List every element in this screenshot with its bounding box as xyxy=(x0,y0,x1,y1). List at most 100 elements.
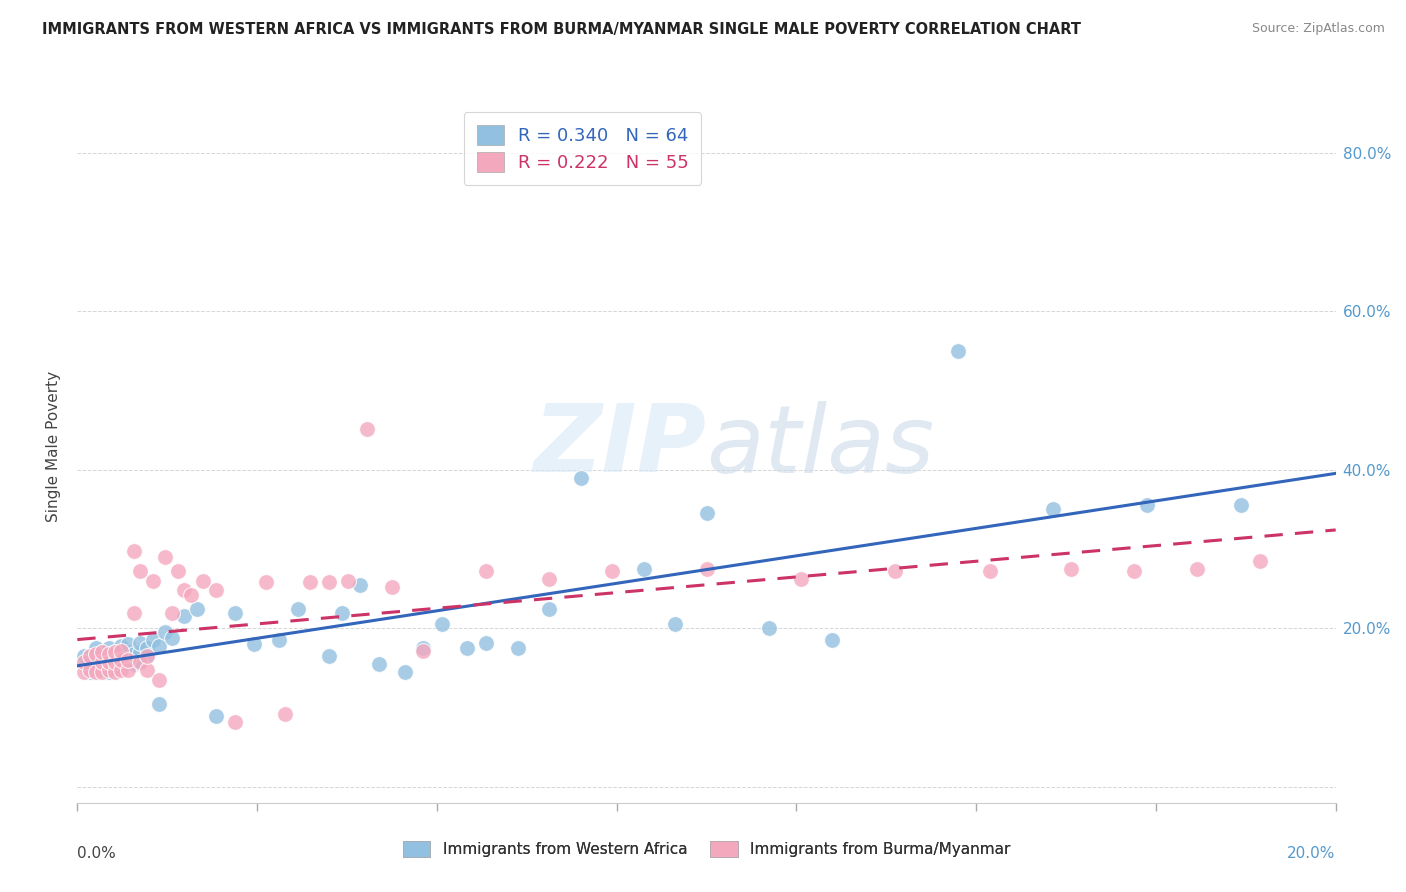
Point xyxy=(97,665,120,679)
Point xyxy=(110,643,132,657)
Point xyxy=(538,601,561,615)
Point xyxy=(173,609,195,624)
Point xyxy=(104,655,127,669)
Point xyxy=(180,588,202,602)
Point xyxy=(948,343,970,358)
Point xyxy=(122,657,145,671)
Point xyxy=(884,564,907,578)
Point xyxy=(84,657,107,671)
Point xyxy=(72,649,94,664)
Point xyxy=(117,663,139,677)
Point xyxy=(1249,554,1271,568)
Point xyxy=(148,697,170,711)
Point xyxy=(129,655,152,669)
Point xyxy=(299,575,322,590)
Point xyxy=(148,639,170,653)
Point xyxy=(1136,499,1159,513)
Point xyxy=(110,653,132,667)
Point xyxy=(475,635,498,649)
Point xyxy=(142,633,165,648)
Point xyxy=(72,657,94,671)
Point xyxy=(432,617,454,632)
Point xyxy=(91,655,114,669)
Point xyxy=(97,641,120,656)
Point xyxy=(122,647,145,661)
Point xyxy=(110,663,132,677)
Point xyxy=(167,564,190,578)
Point xyxy=(381,580,404,594)
Point xyxy=(142,574,165,588)
Point xyxy=(148,673,170,687)
Point xyxy=(84,665,107,679)
Point xyxy=(318,649,340,664)
Point xyxy=(129,564,152,578)
Point xyxy=(84,647,107,661)
Point xyxy=(104,645,127,659)
Point xyxy=(186,601,208,615)
Point xyxy=(110,650,132,665)
Point xyxy=(160,631,183,645)
Point xyxy=(821,633,844,648)
Point xyxy=(84,645,107,659)
Point xyxy=(224,606,246,620)
Point xyxy=(110,657,132,671)
Text: atlas: atlas xyxy=(707,401,935,491)
Point xyxy=(696,507,718,521)
Point xyxy=(79,649,101,664)
Point xyxy=(97,657,120,671)
Point xyxy=(117,653,139,667)
Point xyxy=(91,661,114,675)
Point xyxy=(242,637,264,651)
Point xyxy=(318,575,340,590)
Point xyxy=(204,583,226,598)
Point xyxy=(506,641,529,656)
Point xyxy=(1187,562,1209,576)
Point xyxy=(254,575,277,590)
Point xyxy=(224,714,246,729)
Legend: Immigrants from Western Africa, Immigrants from Burma/Myanmar: Immigrants from Western Africa, Immigran… xyxy=(396,835,1017,863)
Point xyxy=(129,655,152,669)
Point xyxy=(97,663,120,677)
Point xyxy=(287,601,309,615)
Point xyxy=(79,665,101,679)
Point xyxy=(330,606,353,620)
Point xyxy=(790,572,813,586)
Point xyxy=(475,564,498,578)
Point xyxy=(155,625,177,640)
Point xyxy=(122,543,145,558)
Point xyxy=(1042,502,1064,516)
Point xyxy=(979,564,1001,578)
Point xyxy=(91,645,114,659)
Point xyxy=(155,549,177,564)
Point xyxy=(758,621,780,635)
Point xyxy=(336,574,359,588)
Point xyxy=(633,562,655,576)
Point xyxy=(204,708,226,723)
Point xyxy=(1060,562,1083,576)
Point xyxy=(97,647,120,661)
Text: ZIP: ZIP xyxy=(534,400,707,492)
Point xyxy=(84,641,107,656)
Point xyxy=(72,655,94,669)
Point xyxy=(569,471,592,485)
Point xyxy=(110,639,132,653)
Point xyxy=(79,649,101,664)
Point xyxy=(129,645,152,659)
Point xyxy=(122,606,145,620)
Point xyxy=(91,665,114,679)
Point xyxy=(160,606,183,620)
Point xyxy=(368,657,391,671)
Point xyxy=(91,645,114,659)
Point xyxy=(191,574,215,588)
Point xyxy=(1123,564,1146,578)
Point xyxy=(664,617,686,632)
Point xyxy=(129,635,152,649)
Point xyxy=(97,649,120,664)
Point xyxy=(79,663,101,677)
Point xyxy=(104,653,127,667)
Point xyxy=(104,661,127,675)
Point xyxy=(117,645,139,659)
Point xyxy=(135,663,157,677)
Text: 20.0%: 20.0% xyxy=(1288,847,1336,862)
Point xyxy=(456,641,478,656)
